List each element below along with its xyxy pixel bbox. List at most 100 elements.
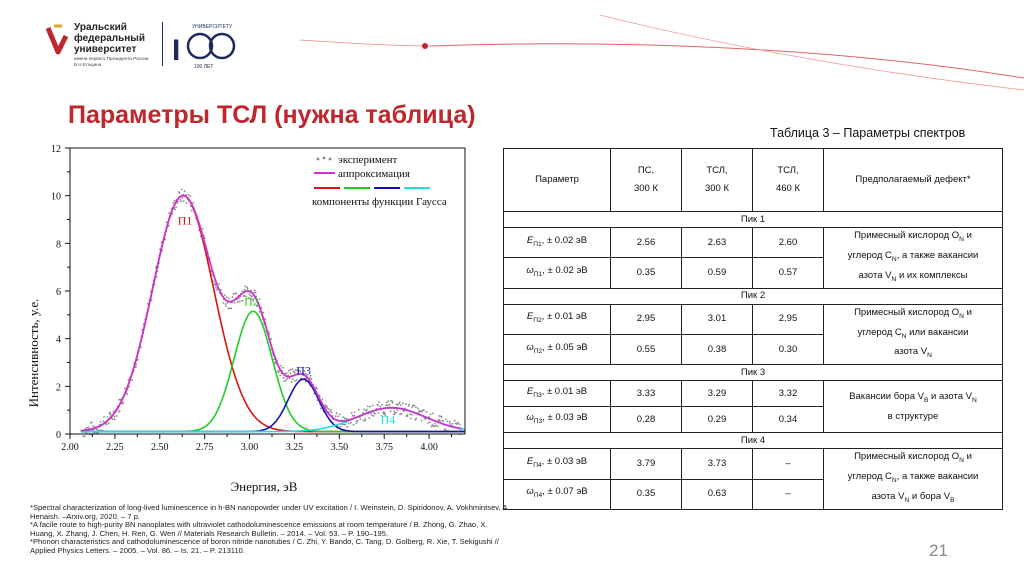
experiment-point [444, 428, 446, 431]
experiment-point [190, 209, 193, 212]
defect-cell: Примесный кислород ON и углерод CN, а так… [823, 227, 1003, 289]
experiment-point [355, 422, 358, 425]
experiment-point [321, 398, 324, 400]
university-subtitle: имени первого Президента России Б.Н.Ельц… [74, 56, 149, 67]
parameter-cell: EП2, ± 0.01 эВ [503, 303, 611, 336]
value-cell: 2.63 [681, 226, 753, 259]
experiment-points [81, 188, 463, 438]
value-cell: 3.73 [681, 448, 753, 480]
experiment-point [182, 200, 185, 202]
experiment-point [103, 415, 105, 418]
defect-text: N [972, 396, 977, 404]
legend-experiment-marker [316, 157, 320, 161]
experiment-point [325, 405, 328, 408]
defect-text: B [923, 396, 929, 404]
peak-header-row: Пик 1 [503, 211, 1003, 228]
experiment-point [99, 420, 102, 423]
param-subscript: П2 [533, 347, 543, 355]
experiment-point [294, 379, 296, 382]
experiment-point [246, 287, 249, 290]
header-tsl-460: ТСЛ, 460 К [752, 148, 824, 212]
experiment-point [253, 289, 256, 292]
experiment-point [109, 413, 112, 416]
experiment-point [351, 414, 354, 417]
experiment-point [107, 422, 110, 425]
experiment-point [165, 221, 168, 224]
experiment-point [335, 412, 338, 415]
experiment-point [87, 426, 90, 429]
header-tsl-300: ТСЛ, 300 К [681, 148, 753, 212]
peak-title: Пик 3 [503, 364, 1003, 382]
experiment-point [251, 298, 254, 301]
header-defect: Предполагаемый дефект* [823, 148, 1003, 212]
experiment-point [289, 372, 292, 375]
experiment-point [285, 379, 287, 382]
experiment-point [244, 285, 247, 288]
experiment-point [411, 406, 414, 409]
experiment-point [347, 422, 350, 425]
experiment-point [310, 378, 313, 380]
urfu-emblem-icon [45, 24, 69, 55]
experiment-point [137, 358, 139, 361]
param-tolerance: , ± 0.03 эВ [541, 456, 588, 468]
experiment-point [429, 413, 432, 416]
defect-text: или вакансии [906, 326, 969, 338]
param-tolerance: , ± 0.02 эВ [541, 234, 588, 246]
value-cell: 3.79 [610, 448, 682, 480]
experiment-point [213, 280, 215, 283]
experiment-point [327, 408, 330, 411]
experiment-point [282, 377, 285, 379]
parameter-cell: EП3, ± 0.01 эВ [503, 380, 611, 408]
value-cell: 3.29 [681, 380, 753, 408]
param-tolerance: , ± 0.05 эВ [542, 341, 588, 353]
experiment-point [228, 297, 230, 300]
experiment-point [118, 409, 121, 412]
experiment-point [315, 386, 318, 389]
experiment-point [407, 405, 410, 407]
value-cell: 2.95 [610, 303, 682, 336]
experiment-point [399, 404, 402, 407]
defect-text: и [963, 306, 972, 318]
experiment-point [225, 305, 228, 307]
experiment-point [410, 413, 413, 416]
experiment-point [185, 202, 188, 204]
x-tick-label: 3.75 [375, 442, 393, 453]
experiment-point [330, 411, 333, 414]
experiment-point [117, 411, 120, 413]
parameter-cell: ωП2, ± 0.05 эВ [503, 333, 611, 366]
param-symbol: ω [526, 411, 534, 423]
experiment-point [175, 206, 177, 209]
x-tick-label: 3.00 [241, 442, 259, 453]
experiment-point [295, 379, 298, 381]
experiment-point [290, 381, 293, 383]
experiment-point [174, 208, 176, 211]
experiment-point [427, 421, 430, 424]
experiment-point [371, 414, 373, 417]
experiment-point [346, 426, 349, 428]
value-cell: 0.29 [681, 406, 753, 434]
defect-text: Примесный кислород O [854, 230, 960, 241]
value-cell: 3.33 [610, 380, 682, 408]
experiment-point [386, 404, 389, 407]
experiment-point [372, 411, 375, 414]
experiment-point [258, 298, 261, 301]
experiment-point [90, 421, 93, 424]
experiment-point [309, 374, 312, 377]
experiment-point [238, 297, 241, 300]
experiment-point [284, 372, 287, 375]
experiment-point [379, 405, 382, 408]
experiment-point [438, 415, 441, 417]
experiment-point [380, 414, 383, 417]
x-axis-label: Энергия, эВ [231, 479, 298, 494]
experiment-point [415, 406, 417, 409]
experiment-point [294, 369, 297, 372]
y-tick-label: 10 [51, 192, 61, 203]
experiment-point [215, 286, 217, 289]
experiment-point [384, 412, 386, 415]
component-curve-1 [80, 194, 465, 433]
experiment-point [397, 402, 400, 405]
peak-label: П1 [178, 213, 193, 227]
value-cell: 0.55 [610, 333, 682, 366]
experiment-point [280, 364, 282, 367]
defect-line: азота VN [827, 344, 999, 364]
